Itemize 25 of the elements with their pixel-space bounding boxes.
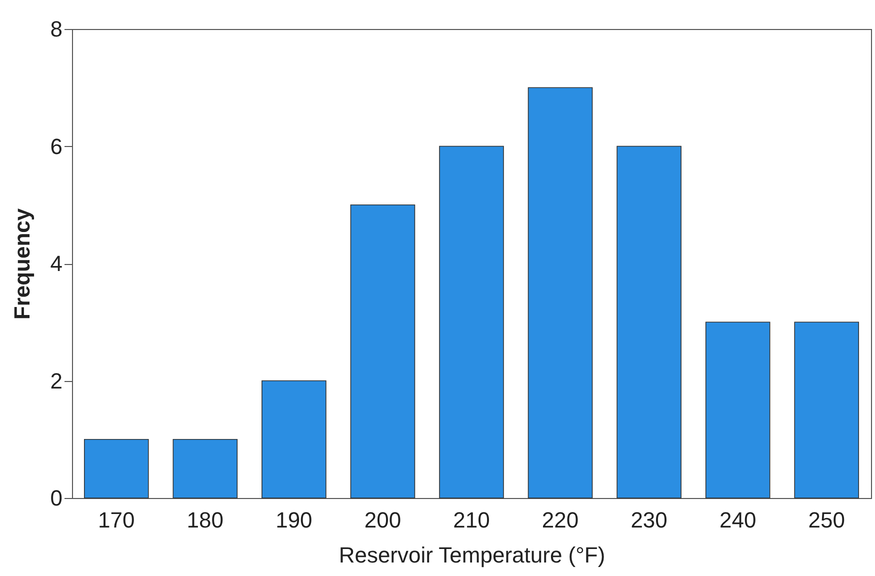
y-tick-label: 6 (50, 134, 62, 159)
bar (616, 146, 682, 498)
x-tick-label: 170 (98, 508, 135, 532)
x-tick-label: 250 (808, 508, 845, 532)
y-tick-label: 2 (50, 368, 62, 394)
bar (350, 204, 416, 498)
x-tick-label: 240 (719, 508, 756, 532)
bar (705, 322, 770, 498)
x-tick-label: 190 (276, 508, 312, 532)
bar (172, 438, 238, 498)
bar (794, 322, 860, 498)
bar (528, 87, 593, 498)
x-tick-label: 230 (630, 508, 668, 532)
x-axis-title: Reservoir Temperature (°F) (338, 542, 606, 568)
bar (439, 146, 504, 498)
y-tick-label: 4 (50, 251, 62, 276)
y-axis-title: Frequency (9, 208, 34, 320)
x-tick-label: 220 (542, 508, 579, 532)
x-tick-label: 210 (453, 508, 490, 532)
bar (262, 380, 326, 498)
bar (84, 438, 149, 498)
x-tick-label: 200 (364, 508, 402, 532)
x-tick-label: 180 (186, 508, 224, 532)
y-tick-label: 0 (50, 486, 62, 510)
y-tick-label: 8 (50, 16, 62, 42)
